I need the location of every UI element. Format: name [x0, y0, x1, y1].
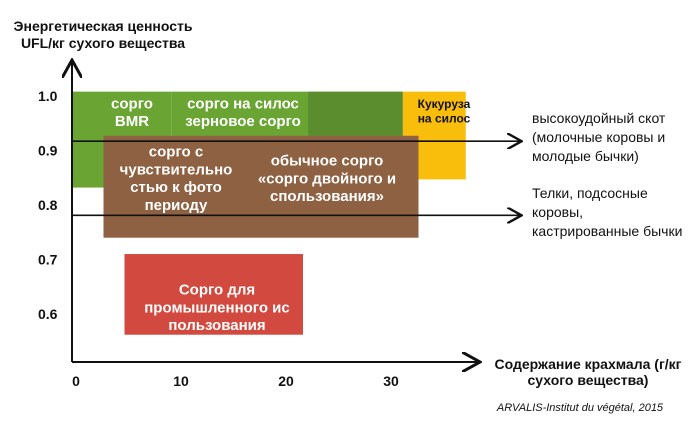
box-label-2: сорго на силос зерновое сорго	[185, 95, 301, 130]
box-label-line: зерновое сорго	[185, 113, 301, 130]
box-label-line: Кукуруза	[418, 97, 471, 111]
box-label-3: сорго с чувствительно стью к фото периоду	[120, 144, 233, 214]
range-box-5	[124, 254, 303, 335]
y-tick-label: 1.0	[38, 88, 58, 104]
box-label-line: промышленного ис	[144, 299, 290, 316]
box-label-5: Сорго для промышленного ис пользования	[144, 282, 290, 334]
labels-layer: 1.0 0.9 0.8 0.7 0.6 0 10 20 30 Кукуруза на силос со…	[38, 88, 471, 389]
threshold-label-dairy: высокоудойный скот (молочные коровы и мо…	[532, 110, 666, 164]
box-label-line: Сорго для	[179, 282, 255, 299]
range-box-overlap	[308, 91, 403, 136]
box-label-line: обычное сорго	[271, 153, 384, 170]
x-tick-label: 20	[278, 373, 294, 389]
y-tick-label: 0.8	[38, 197, 58, 213]
box-label-line: периоду	[145, 197, 208, 214]
box-label-line: сорго с	[149, 144, 203, 161]
box-label-line: чувствительно	[120, 161, 233, 178]
y-tick-label: 0.6	[38, 306, 58, 322]
range-box-4	[250, 135, 419, 238]
box-label-line: на силос	[418, 111, 471, 125]
axes-layer	[72, 62, 520, 362]
xlabel: Содержание крахмала (г/кг сухого веществ…	[494, 356, 682, 388]
box-label-1: сорго BMR	[111, 95, 153, 130]
box-label-line: сорго на силос	[187, 95, 299, 112]
y-tick-label: 0.9	[38, 143, 58, 159]
box-label-line: «сорго двойного и	[258, 170, 396, 187]
box-label-4: обычное сорго «сорго двойного и спользован…	[258, 153, 396, 205]
ylabel: Энергетическая ценность UFL/кг сухого ве…	[13, 18, 193, 51]
x-tick-label: 10	[173, 373, 189, 389]
box-label-line: сорго	[111, 95, 153, 112]
range-box-3	[103, 135, 251, 238]
y-tick-label: 0.7	[38, 252, 58, 268]
box-label-line: BMR	[115, 113, 149, 130]
box-label-line: стью к фото	[130, 179, 222, 196]
x-tick-label: 30	[383, 373, 399, 389]
box-label-0: Кукуруза на силос	[418, 97, 471, 125]
threshold-label-heifers: Телки, подсосные коровы, кастрированные …	[532, 185, 683, 239]
credit: ARVALIS-Institut du végétal, 2015	[496, 402, 664, 414]
box-label-line: пользования	[168, 317, 265, 334]
box-label-line: спользования»	[270, 188, 384, 205]
boxes-layer	[72, 91, 466, 335]
x-tick-label: 0	[72, 373, 80, 389]
